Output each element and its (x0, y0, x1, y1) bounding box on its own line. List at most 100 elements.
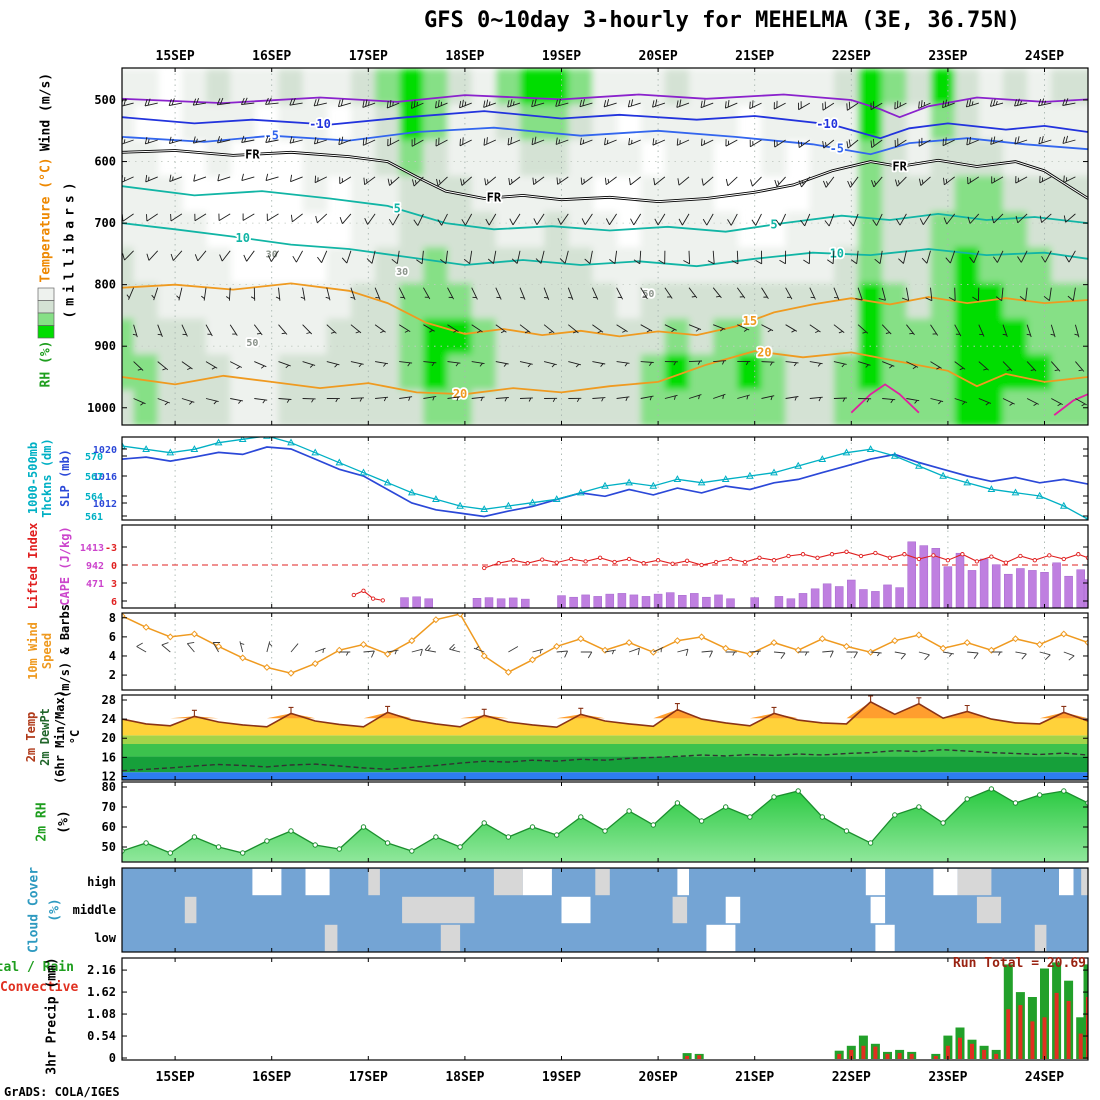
precip-tick-label: 1.08 (87, 1007, 116, 1021)
axis-label-cape: CAPE (J/kg) (58, 526, 72, 606)
x-tick-label-top: 21SEP (735, 49, 774, 64)
axis-label-thickness-2: Thckns (dm) (40, 438, 54, 518)
contour-label: 20 (757, 345, 771, 359)
cloud-row-label: middle (73, 903, 116, 917)
axis-label-wind-barbs: (m/s) & Barbs (58, 604, 72, 698)
axis-label-temperature: Temperature (°C) (38, 157, 54, 283)
axis-label-degc: °C (68, 729, 82, 745)
cape-tick-label: 1413 (80, 543, 104, 554)
x-tick-label-top: 19SEP (542, 49, 581, 64)
x-tick-label-top: 23SEP (928, 49, 967, 64)
axis-label-2m-rh-pct: (%) (56, 810, 72, 834)
pressure-tick-label: 900 (94, 339, 116, 353)
contour-label: -5 (830, 141, 844, 155)
rh-contour-label: 30 (266, 250, 278, 261)
temp-tick-label: 28 (102, 693, 116, 707)
wind-speed-tick-label: 2 (109, 668, 116, 682)
rh-colorbar (37, 287, 55, 339)
axis-label-2m-temp: 2m Temp (24, 711, 38, 763)
contour-label: 10 (830, 247, 844, 261)
pressure-tick-label: 800 (94, 278, 116, 292)
cloud-row-label: low (94, 931, 116, 945)
axis-label-minmax: (6hr Min/Max) (53, 690, 67, 784)
thickness-tick-label: 567 (85, 472, 103, 483)
precip-tick-label: 2.16 (87, 963, 116, 977)
grads-credit: GrADS: COLA/IGES (4, 1085, 120, 1099)
rh-tick-label: 70 (102, 800, 116, 814)
slp-tick-label: 1012 (93, 499, 117, 510)
panel-precip (682, 962, 1088, 1059)
precip-tick-label: 1.62 (87, 985, 116, 999)
lifted-index-tick-label: 6 (111, 597, 117, 608)
x-tick-label-bottom: 19SEP (542, 1070, 581, 1085)
temp-tick-label: 24 (102, 712, 116, 726)
axis-label-lifted-index: Lifted Index (26, 522, 40, 610)
contour-label: 5 (770, 218, 777, 232)
run-total-label: Run Total = 20.69 (952, 956, 1086, 971)
x-tick-label-top: 22SEP (832, 49, 871, 64)
thickness-tick-label: 564 (85, 492, 103, 503)
temp-tick-label: 16 (102, 750, 116, 764)
x-tick-label-bottom: 21SEP (735, 1070, 774, 1085)
rh-contour-label: 50 (246, 338, 258, 349)
legend-precip-total-rain: Total / Rain (0, 960, 74, 975)
temp-tick-label: 20 (102, 731, 116, 745)
x-tick-label-top: 17SEP (349, 49, 388, 64)
wind-speed-tick-label: 6 (109, 630, 116, 644)
precip-tick-label: 0.54 (87, 1029, 116, 1043)
lifted-index-tick-label: -3 (105, 543, 117, 554)
axis-label-3hr-precip: 3hr Precip (mm) (44, 957, 60, 1075)
page-title: GFS 0~10day 3-hourly for MEHELMA (3E, 36… (424, 8, 1021, 33)
rh-tick-label: 50 (102, 840, 116, 854)
x-tick-label-bottom: 18SEP (445, 1070, 484, 1085)
pressure-tick-label: 500 (94, 93, 116, 107)
lifted-index-tick-label: 0 (111, 561, 117, 572)
rh-shading (122, 68, 1088, 425)
axis-label-2m-dewpt: 2m DewPt (38, 708, 52, 766)
panel-10m-wind (122, 613, 1088, 690)
axes-layer: 15SEP 15SEP 16SEP 16SEP 17SEP 17SEP 18SEP 18SEP… (73, 49, 1089, 1085)
axis-label-10m-speed: Speed (40, 632, 54, 670)
panel-slp-thickness (122, 437, 1088, 520)
panel-cloud-cover (122, 868, 1088, 952)
contour-label: -10 (816, 117, 838, 131)
contour-label: 10 (235, 231, 249, 245)
x-tick-label-bottom: 23SEP (928, 1070, 967, 1085)
x-tick-label-bottom: 16SEP (252, 1070, 291, 1085)
cape-tick-label: 471 (86, 579, 104, 590)
contour-label: FR (892, 159, 907, 173)
pressure-tick-label: 600 (94, 155, 116, 169)
x-tick-label-top: 24SEP (1025, 49, 1064, 64)
panel-2m-rh (122, 786, 1088, 862)
panel-cape-lifted-index (122, 525, 1088, 608)
x-tick-label-bottom: 20SEP (639, 1070, 678, 1085)
contour-label: 5 (394, 202, 401, 216)
contour-label: -10 (309, 117, 331, 131)
rh-contour-label: 30 (396, 267, 408, 278)
axis-label-rh: RH (%) (38, 340, 54, 388)
x-tick-label-bottom: 24SEP (1025, 1070, 1064, 1085)
slp-tick-label: 1020 (93, 445, 117, 456)
axis-label-slp: SLP (mb) (58, 449, 72, 507)
axis-label-wind-units: Wind (m/s) (38, 72, 54, 152)
axis-label-2m-rh: 2m RH (34, 802, 50, 842)
contour-label: 20 (453, 387, 467, 401)
thickness-tick-label: 561 (85, 512, 103, 523)
slp-tick-label: 1016 (93, 472, 117, 483)
pressure-tick-label: 1000 (87, 401, 116, 415)
cape-tick-label: 942 (86, 561, 104, 572)
rh-tick-label: 80 (102, 780, 116, 794)
precip-tick-label: 0 (109, 1051, 116, 1065)
x-tick-label-bottom: 17SEP (349, 1070, 388, 1085)
x-tick-label-top: 15SEP (156, 49, 195, 64)
axis-label-cloud-pct: (%) (47, 898, 63, 922)
axis-label-thickness-1: 1000-500mb (26, 441, 40, 515)
thickness-tick-label: 570 (85, 452, 103, 463)
cloud-row-label: high (87, 875, 116, 889)
axis-label-cloud-cover: Cloud Cover (26, 866, 42, 954)
contour-label: 15 (743, 314, 757, 328)
temp-tick-label: 12 (102, 769, 116, 783)
